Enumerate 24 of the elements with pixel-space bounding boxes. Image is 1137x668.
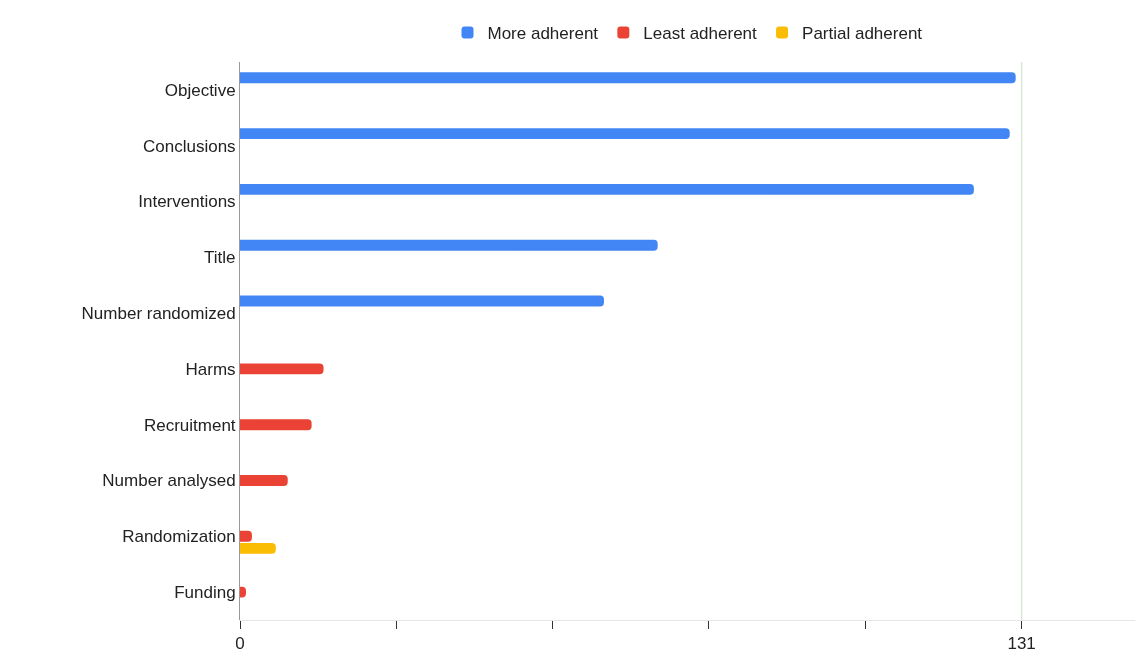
y-tick-label: Interventions bbox=[138, 192, 236, 212]
legend-label: More adherent bbox=[487, 24, 599, 44]
bar bbox=[240, 475, 288, 486]
bar bbox=[240, 295, 604, 307]
legend-label: Least adherent bbox=[643, 24, 758, 44]
y-tick-label: Conclusions bbox=[142, 136, 236, 156]
y-tick-label: Harms bbox=[185, 359, 236, 379]
y-tick-label: Number randomized bbox=[81, 304, 236, 324]
bar bbox=[240, 542, 276, 554]
bar bbox=[240, 419, 312, 431]
y-tick-label: Title bbox=[204, 248, 236, 268]
y-tick-label: Number analysed bbox=[102, 471, 236, 491]
bar bbox=[240, 72, 1016, 84]
y-tick-label: Funding bbox=[174, 583, 236, 603]
x-tick-label: 0 bbox=[235, 634, 245, 654]
legend-label: Partial adherent bbox=[802, 24, 923, 44]
y-tick-label: Randomization bbox=[122, 527, 236, 547]
y-tick-label: Objective bbox=[164, 80, 236, 100]
bar bbox=[240, 363, 324, 375]
bar bbox=[240, 183, 974, 195]
bar bbox=[240, 128, 1010, 140]
y-tick-label: Recruitment bbox=[143, 415, 236, 435]
bar bbox=[240, 239, 658, 251]
x-tick-label: 131 bbox=[1007, 634, 1036, 654]
